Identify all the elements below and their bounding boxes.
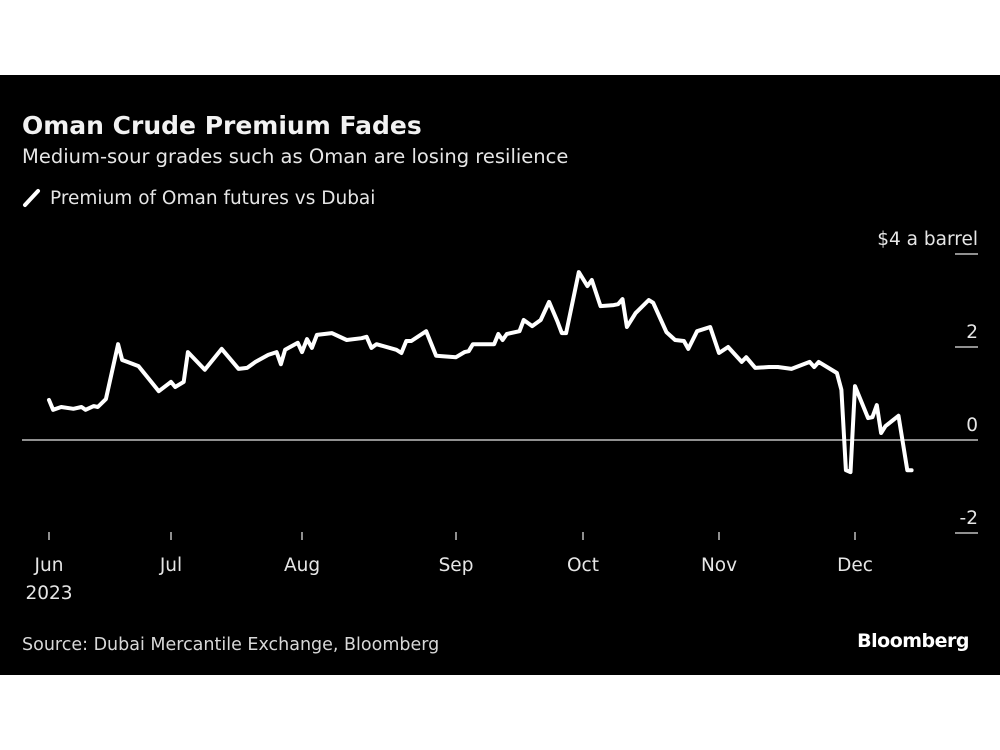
y-tick-label: $4 a barrel: [877, 229, 978, 250]
y-axis: $4 a barrel 2 0 -2: [877, 229, 978, 534]
legend-label: Premium of Oman futures vs Dubai: [50, 188, 375, 209]
x-tick-label: Jul: [159, 555, 182, 576]
legend-line-icon: [23, 189, 40, 207]
chart-subtitle: Medium-sour grades such as Oman are losi…: [22, 145, 568, 168]
series-group: [47, 270, 914, 475]
y-tick-label: 0: [966, 415, 978, 436]
y-tick-label: -2: [960, 508, 978, 529]
x-tick-label: Aug: [284, 555, 320, 576]
x-tick-label: Jun: [34, 555, 64, 576]
x-tick-label: Sep: [439, 555, 474, 576]
x-tick-label: Dec: [837, 555, 873, 576]
chart-title: Oman Crude Premium Fades: [22, 111, 422, 140]
chart-background: [0, 75, 1000, 675]
series-line: [47, 270, 914, 475]
x-axis: Jun 2023 Jul Aug Sep Oct Nov Dec: [25, 532, 873, 604]
x-tick-label: Nov: [701, 555, 737, 576]
source-note: Source: Dubai Mercantile Exchange, Bloom…: [22, 635, 439, 655]
y-tick-label: 2: [966, 322, 978, 343]
x-tick-sublabel: 2023: [25, 583, 72, 604]
bloomberg-logo: Bloomberg: [857, 630, 969, 652]
legend: Premium of Oman futures vs Dubai: [23, 188, 375, 209]
x-tick-label: Oct: [567, 555, 599, 576]
